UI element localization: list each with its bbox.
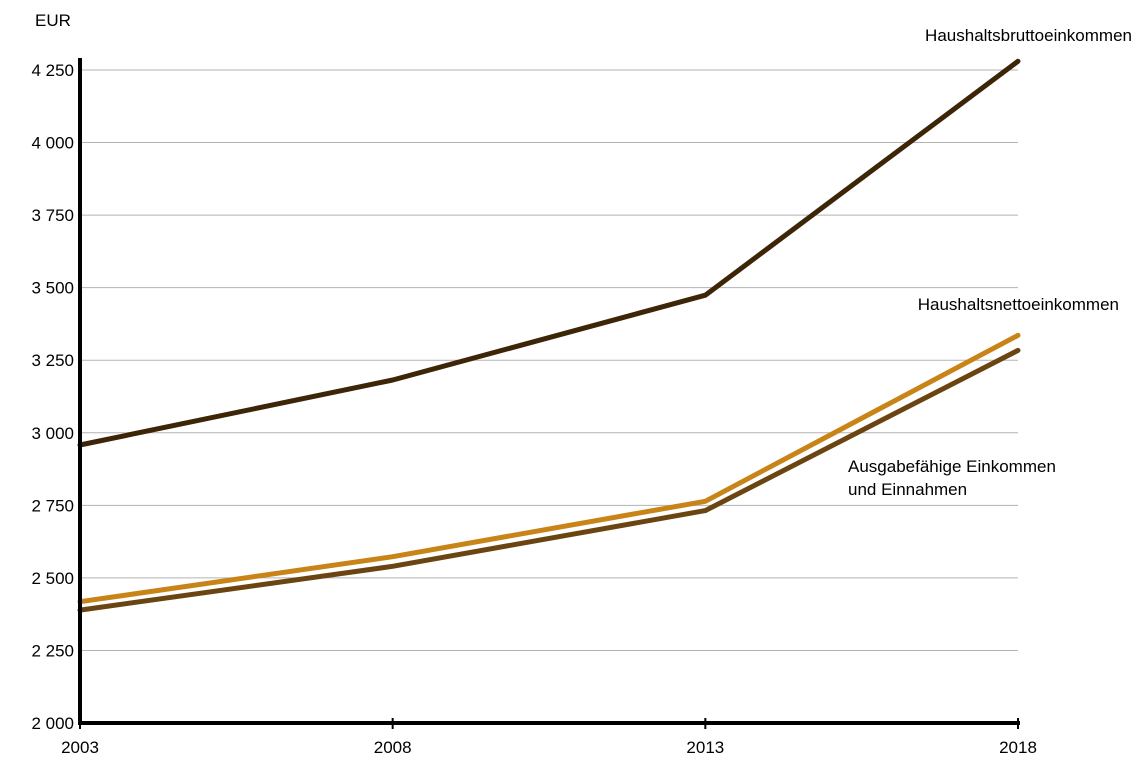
- y-tick-label: 3 750: [31, 206, 74, 225]
- series-line-1: [77, 58, 1021, 448]
- x-tick-label: 2003: [61, 738, 99, 757]
- y-tick-label: 3 500: [31, 279, 74, 298]
- series-label-2: Haushaltsnettoeinkommen: [918, 295, 1119, 314]
- y-tick-label: 2 500: [31, 569, 74, 588]
- y-tick-label: 2 000: [31, 714, 74, 733]
- series-label-3: Ausgabefähige Einkommen und Einnahmen: [848, 457, 1056, 499]
- series-label-line: Haushaltsbruttoeinkommen: [925, 26, 1132, 45]
- gridlines: [80, 69, 1018, 651]
- series-label-line: und Einnahmen: [848, 480, 967, 499]
- series-label-1: Haushaltsbruttoeinkommen: [925, 26, 1132, 45]
- y-unit-label: EUR: [35, 11, 71, 30]
- y-tick-label: 4 000: [31, 134, 74, 153]
- series-lines: [77, 58, 1021, 613]
- series-label-line: Haushaltsnettoeinkommen: [918, 295, 1119, 314]
- y-tick-label: 4 250: [31, 61, 74, 80]
- series-label-line: Ausgabefähige Einkommen: [848, 457, 1056, 476]
- x-tick-label: 2018: [999, 738, 1037, 757]
- x-tick-label: 2013: [686, 738, 724, 757]
- y-tick-label: 3 000: [31, 424, 74, 443]
- series-labels: Haushaltsbruttoeinkommen Haushaltsnettoei…: [848, 26, 1132, 499]
- ticks: 2 000 2 250 2 500 2 750 3 000 3 250 3 500 3 750…: [31, 61, 1036, 757]
- series-line-2: [77, 332, 1021, 605]
- y-tick-label: 2 750: [31, 496, 74, 515]
- axes: EUR: [35, 11, 1020, 725]
- x-tick-label: 2008: [374, 738, 412, 757]
- y-tick-label: 3 250: [31, 351, 74, 370]
- y-tick-label: 2 250: [31, 641, 74, 660]
- series-line-3: [77, 347, 1021, 613]
